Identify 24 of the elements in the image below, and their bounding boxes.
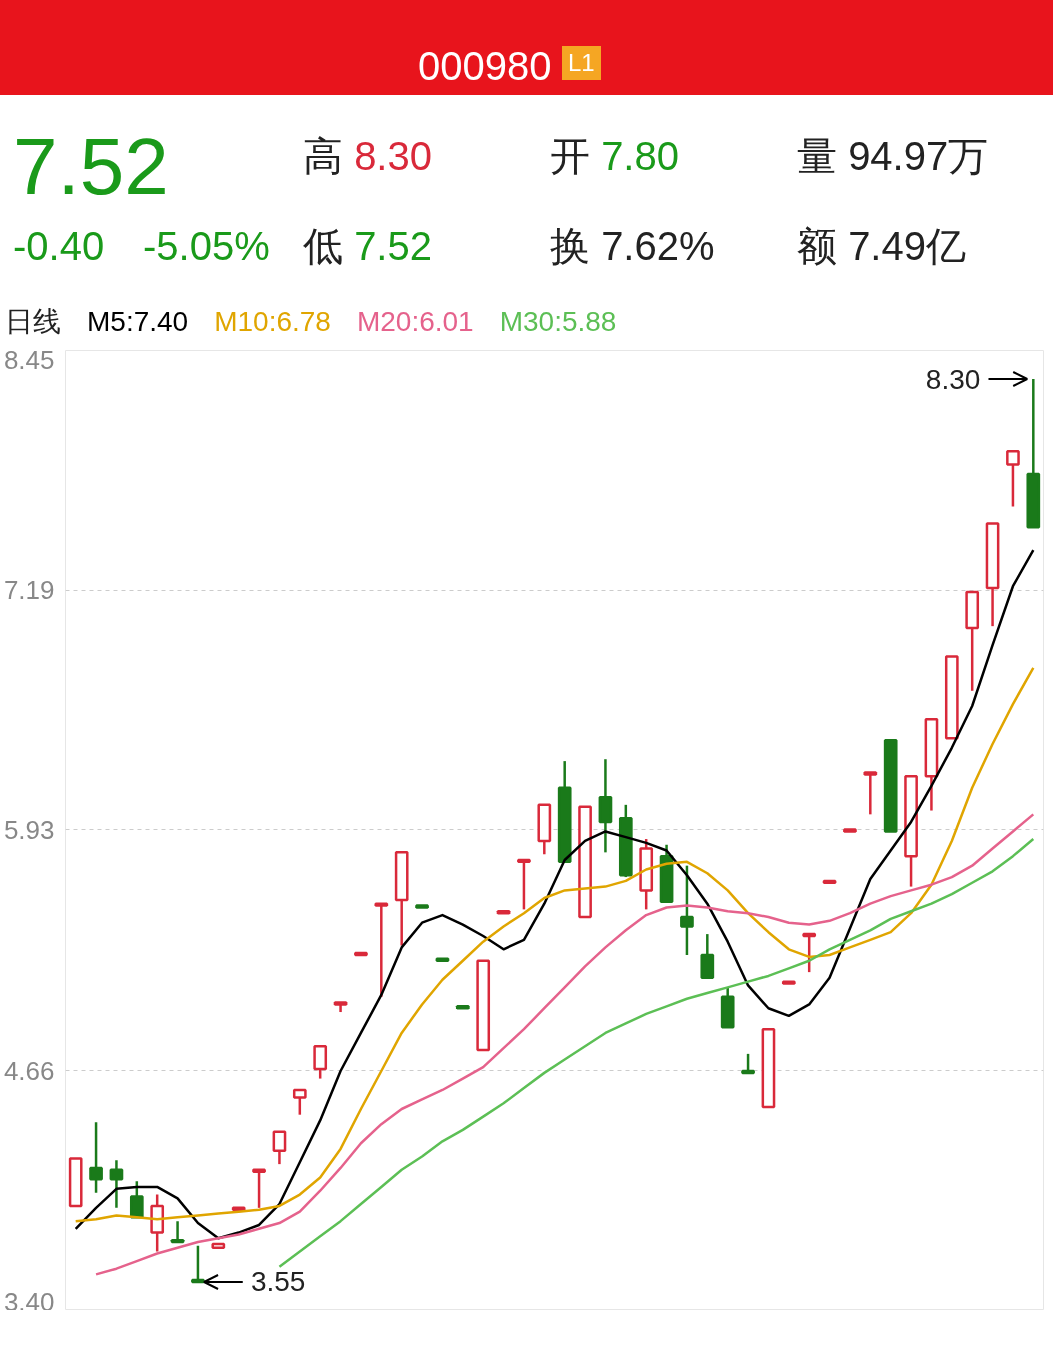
text: 开 7.80 xyxy=(550,134,679,178)
text: M5:7.40 xyxy=(87,306,189,337)
text: -0.40 xyxy=(13,224,105,268)
text: -5.05% xyxy=(143,224,270,268)
text: 7.52 xyxy=(13,122,169,211)
annotation: 3.55 xyxy=(250,1266,306,1298)
y-tick-label: 5.93 xyxy=(3,814,55,845)
text: L1 xyxy=(562,46,601,81)
text: M10:6.78 xyxy=(214,306,331,337)
text: 低 xyxy=(303,224,343,268)
chart-title: 000980 xyxy=(418,43,552,90)
text: 高 8.30 xyxy=(303,134,432,178)
text: 额 7.49亿 xyxy=(797,224,966,268)
text: 换 7.62% xyxy=(550,224,715,268)
annotation: 8.30 xyxy=(925,363,981,395)
text: 日线 xyxy=(5,306,61,337)
y-tick-label: 4.66 xyxy=(3,1055,55,1086)
text: 量 94.97万 xyxy=(797,134,989,178)
text: M30:5.88 xyxy=(499,306,617,337)
text: 7.52 xyxy=(354,224,432,268)
y-tick-label: 7.19 xyxy=(3,575,55,606)
text: M20:6.01 xyxy=(356,306,474,337)
y-tick-label: 8.45 xyxy=(3,344,55,375)
y-tick-label: 3.40 xyxy=(3,1286,55,1317)
